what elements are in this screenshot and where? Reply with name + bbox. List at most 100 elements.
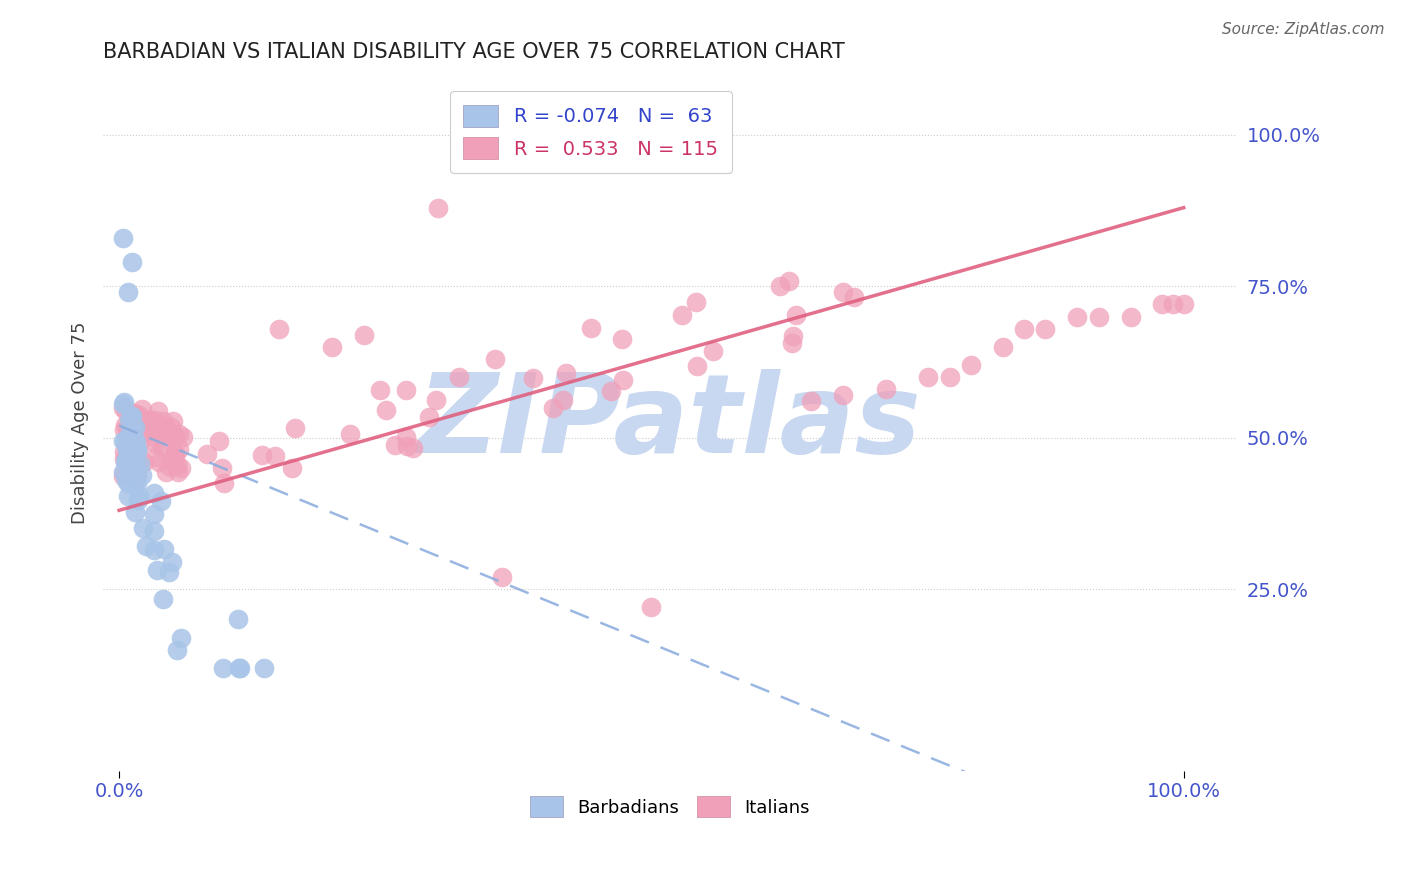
Point	[253, 661, 276, 675]
Point	[122, 431, 145, 445]
Point	[778, 274, 800, 288]
Point	[160, 430, 183, 444]
Point	[149, 494, 172, 508]
Point	[117, 285, 139, 300]
Point	[427, 201, 450, 215]
Point	[111, 468, 134, 483]
Point	[115, 427, 138, 442]
Point	[250, 448, 273, 462]
Point	[785, 308, 807, 322]
Point	[449, 370, 471, 384]
Point	[142, 524, 165, 539]
Point	[136, 425, 159, 440]
Point	[384, 437, 406, 451]
Point	[112, 467, 135, 481]
Point	[152, 592, 174, 607]
Point	[321, 340, 343, 354]
Point	[124, 434, 146, 449]
Point	[395, 383, 418, 397]
Point	[769, 279, 792, 293]
Point	[128, 408, 150, 422]
Point	[1161, 297, 1184, 311]
Point	[353, 327, 375, 342]
Point	[120, 429, 142, 443]
Point	[1173, 297, 1195, 311]
Point	[129, 457, 152, 471]
Point	[117, 476, 139, 491]
Point	[211, 661, 233, 675]
Point	[120, 462, 142, 476]
Point	[122, 469, 145, 483]
Point	[112, 397, 135, 411]
Point	[115, 442, 138, 457]
Point	[121, 406, 143, 420]
Point	[114, 445, 136, 459]
Point	[267, 322, 290, 336]
Point	[375, 403, 398, 417]
Point	[148, 455, 170, 469]
Point	[938, 370, 960, 384]
Point	[153, 542, 176, 557]
Point	[1012, 322, 1035, 336]
Point	[875, 382, 897, 396]
Point	[610, 333, 633, 347]
Point	[145, 436, 167, 450]
Y-axis label: Disability Age Over 75: Disability Age Over 75	[72, 321, 89, 524]
Point	[368, 384, 391, 398]
Point	[212, 476, 235, 491]
Point	[115, 404, 138, 418]
Point	[111, 401, 134, 416]
Point	[117, 489, 139, 503]
Point	[159, 419, 181, 434]
Point	[991, 340, 1014, 354]
Point	[1066, 310, 1088, 324]
Point	[1152, 297, 1174, 311]
Point	[1033, 322, 1056, 336]
Point	[125, 470, 148, 484]
Point	[122, 422, 145, 436]
Point	[284, 421, 307, 435]
Point	[162, 555, 184, 569]
Point	[118, 430, 141, 444]
Point	[612, 373, 634, 387]
Point	[127, 492, 149, 507]
Point	[120, 456, 142, 470]
Point	[136, 416, 159, 430]
Point	[125, 468, 148, 483]
Point	[166, 466, 188, 480]
Point	[122, 434, 145, 448]
Point	[671, 308, 693, 322]
Point	[114, 455, 136, 469]
Point	[153, 421, 176, 435]
Point	[128, 425, 150, 440]
Point	[112, 231, 135, 245]
Point	[229, 661, 252, 675]
Point	[118, 441, 141, 455]
Point	[146, 403, 169, 417]
Point	[208, 434, 231, 449]
Point	[554, 367, 576, 381]
Point	[142, 543, 165, 558]
Point	[281, 461, 304, 475]
Point	[396, 438, 419, 452]
Point	[124, 420, 146, 434]
Point	[143, 431, 166, 445]
Point	[121, 447, 143, 461]
Point	[831, 285, 853, 299]
Point	[114, 434, 136, 448]
Point	[959, 358, 981, 372]
Point	[152, 414, 174, 428]
Point	[780, 335, 803, 350]
Point	[118, 413, 141, 427]
Point	[128, 489, 150, 503]
Point	[165, 445, 187, 459]
Point	[139, 417, 162, 432]
Point	[339, 426, 361, 441]
Point	[155, 465, 177, 479]
Point	[551, 392, 574, 407]
Point	[112, 465, 135, 479]
Point	[165, 430, 187, 444]
Point	[160, 453, 183, 467]
Point	[686, 359, 709, 374]
Legend: Barbadians, Italians: Barbadians, Italians	[523, 789, 817, 824]
